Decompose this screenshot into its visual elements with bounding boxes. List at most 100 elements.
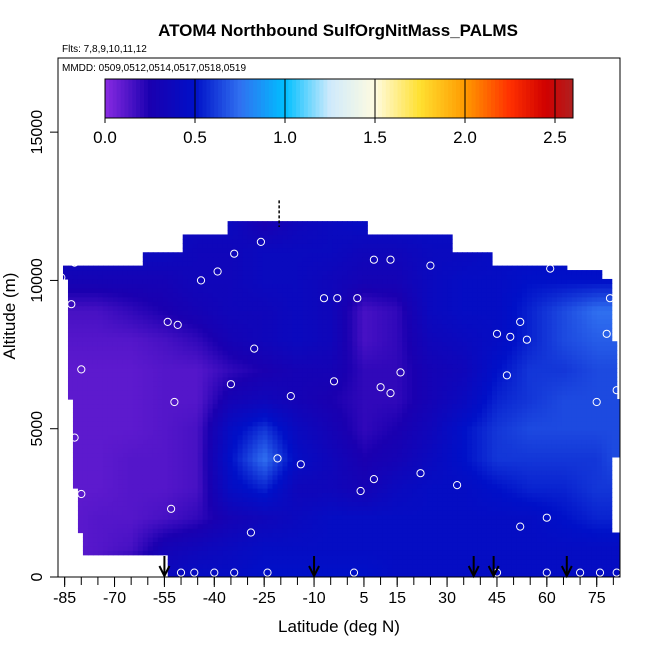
heat-cell bbox=[212, 376, 219, 382]
heat-cell bbox=[312, 456, 318, 462]
heat-cell bbox=[467, 407, 473, 413]
heat-cell bbox=[611, 550, 618, 556]
heat-cell bbox=[486, 394, 493, 400]
heat-cell bbox=[491, 474, 498, 480]
heat-cell bbox=[117, 421, 124, 427]
heat-cell bbox=[601, 465, 608, 471]
heat-cell bbox=[511, 501, 518, 507]
heat-cell bbox=[561, 559, 568, 565]
heat-cell bbox=[481, 430, 488, 436]
heat-cell bbox=[596, 572, 603, 577]
heat-cell bbox=[212, 452, 219, 458]
heat-cell bbox=[377, 514, 383, 520]
heat-cell bbox=[472, 376, 478, 382]
heat-cell bbox=[142, 399, 149, 405]
heat-cell bbox=[342, 407, 348, 413]
heat-cell bbox=[267, 554, 274, 560]
heat-cell bbox=[97, 514, 104, 520]
heat-cell bbox=[422, 563, 428, 569]
heat-cell bbox=[137, 479, 144, 485]
heat-cell bbox=[277, 545, 284, 551]
heat-cell bbox=[82, 394, 89, 400]
heat-cell bbox=[137, 532, 144, 538]
heat-cell bbox=[536, 385, 543, 391]
heat-cell bbox=[222, 505, 229, 511]
heat-cell bbox=[412, 421, 418, 427]
heat-cell bbox=[551, 385, 558, 391]
heat-cell bbox=[457, 510, 463, 516]
heat-cell bbox=[357, 399, 363, 405]
heat-cell bbox=[491, 559, 498, 565]
heat-cell bbox=[262, 523, 269, 529]
heat-cell bbox=[232, 394, 239, 400]
heat-cell bbox=[387, 461, 393, 467]
heat-cell bbox=[182, 483, 189, 489]
heat-cell bbox=[127, 541, 134, 547]
heat-cell bbox=[217, 470, 224, 476]
heat-cell bbox=[596, 403, 603, 409]
heat-cell bbox=[92, 447, 99, 454]
heat-cell bbox=[272, 474, 279, 480]
heat-cell bbox=[467, 465, 473, 471]
heat-cell bbox=[417, 421, 423, 427]
heat-cell bbox=[447, 492, 453, 498]
heat-cell bbox=[462, 456, 468, 462]
heat-cell bbox=[232, 474, 239, 480]
heat-cell bbox=[212, 545, 219, 551]
heat-cell bbox=[447, 394, 453, 400]
heat-cell bbox=[132, 479, 139, 485]
heat-cell bbox=[112, 390, 119, 396]
heat-cell bbox=[222, 572, 229, 577]
heat-cell bbox=[462, 403, 468, 409]
heat-cell bbox=[422, 439, 428, 445]
heat-cell bbox=[551, 416, 558, 422]
heat-cell bbox=[302, 376, 309, 382]
heat-cell bbox=[566, 385, 573, 391]
heat-cell bbox=[242, 483, 249, 489]
heat-cell bbox=[387, 390, 393, 396]
heat-cell bbox=[332, 519, 338, 525]
heat-cell bbox=[247, 572, 254, 577]
heat-cell bbox=[457, 554, 463, 560]
heat-cell bbox=[407, 483, 413, 489]
heat-cell bbox=[332, 443, 338, 449]
heat-cell bbox=[217, 554, 224, 560]
heat-cell bbox=[77, 381, 84, 387]
heat-cell bbox=[477, 554, 483, 560]
heat-cell bbox=[332, 456, 338, 462]
heat-cell bbox=[337, 572, 343, 577]
heat-cell bbox=[591, 439, 598, 445]
heat-cell bbox=[312, 372, 318, 378]
heat-cell bbox=[117, 483, 124, 489]
heat-cell bbox=[262, 390, 269, 396]
heat-cell bbox=[506, 488, 513, 494]
heat-cell bbox=[227, 568, 234, 574]
heat-cell bbox=[397, 554, 403, 560]
heat-cell bbox=[546, 421, 553, 427]
heat-cell bbox=[496, 488, 503, 494]
heat-cell bbox=[526, 559, 533, 565]
heat-cell bbox=[491, 376, 498, 382]
heat-cell bbox=[367, 390, 373, 396]
heat-cell bbox=[97, 447, 104, 454]
heat-cell bbox=[526, 510, 533, 516]
heat-cell bbox=[177, 403, 184, 409]
heat-cell bbox=[491, 479, 498, 485]
heat-cell bbox=[546, 403, 553, 409]
heat-cell bbox=[526, 541, 533, 547]
heat-cell bbox=[152, 381, 159, 387]
heat-cell bbox=[596, 488, 603, 494]
heat-cell bbox=[412, 541, 418, 547]
heat-cell bbox=[362, 381, 368, 387]
heat-cell bbox=[112, 456, 119, 462]
heat-cell bbox=[586, 439, 593, 445]
heat-cell bbox=[67, 394, 74, 400]
heat-cell bbox=[616, 434, 620, 440]
heat-cell bbox=[442, 456, 448, 462]
heat-cell bbox=[367, 461, 373, 467]
heat-cell bbox=[332, 430, 338, 436]
heat-cell bbox=[362, 474, 368, 480]
heat-cell bbox=[442, 447, 448, 454]
heat-cell bbox=[272, 559, 279, 565]
heat-cell bbox=[292, 488, 299, 494]
